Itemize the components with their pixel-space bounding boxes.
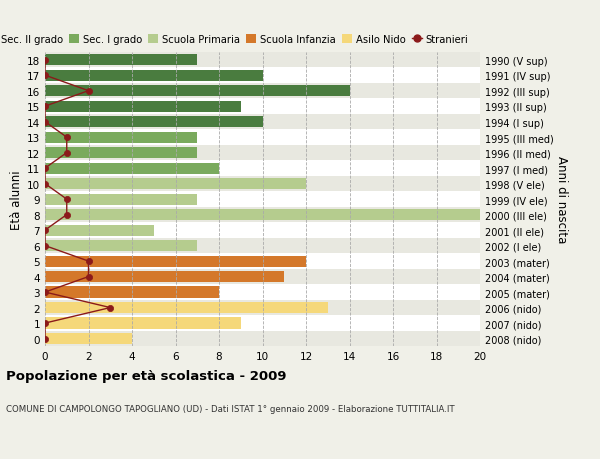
Bar [45,207,480,223]
Bar [45,99,480,115]
Bar [45,269,480,285]
Text: Popolazione per età scolastica - 2009: Popolazione per età scolastica - 2009 [6,369,287,382]
Bar [45,192,480,207]
Bar [45,179,306,190]
Bar [45,210,480,221]
Bar [45,130,480,146]
Bar [45,225,154,236]
Y-axis label: Anni di nascita: Anni di nascita [554,156,568,243]
Bar [45,223,480,238]
Bar [45,287,219,298]
Bar [45,176,480,192]
Bar [45,300,480,316]
Bar [45,55,197,66]
Bar [45,318,241,329]
Bar [45,256,306,267]
Bar [45,331,480,347]
Bar [45,117,263,128]
Bar [45,115,480,130]
Bar [45,84,480,99]
Bar [45,271,284,283]
Bar [45,161,480,176]
Bar [45,68,480,84]
Bar [45,101,241,112]
Legend: Sec. II grado, Sec. I grado, Scuola Primaria, Scuola Infanzia, Asilo Nido, Stran: Sec. II grado, Sec. I grado, Scuola Prim… [0,35,469,45]
Bar [45,148,197,159]
Bar [45,70,263,82]
Bar [45,132,197,143]
Bar [45,254,480,269]
Y-axis label: Età alunni: Età alunni [10,170,23,230]
Bar [45,238,480,254]
Text: COMUNE DI CAMPOLONGO TAPOGLIANO (UD) - Dati ISTAT 1° gennaio 2009 - Elaborazione: COMUNE DI CAMPOLONGO TAPOGLIANO (UD) - D… [6,404,455,413]
Bar [45,194,197,205]
Bar [45,285,480,300]
Bar [45,53,480,68]
Bar [45,333,132,344]
Bar [45,163,219,174]
Bar [45,146,480,161]
Bar [45,316,480,331]
Bar [45,302,328,313]
Bar [45,86,349,97]
Bar [45,241,197,252]
